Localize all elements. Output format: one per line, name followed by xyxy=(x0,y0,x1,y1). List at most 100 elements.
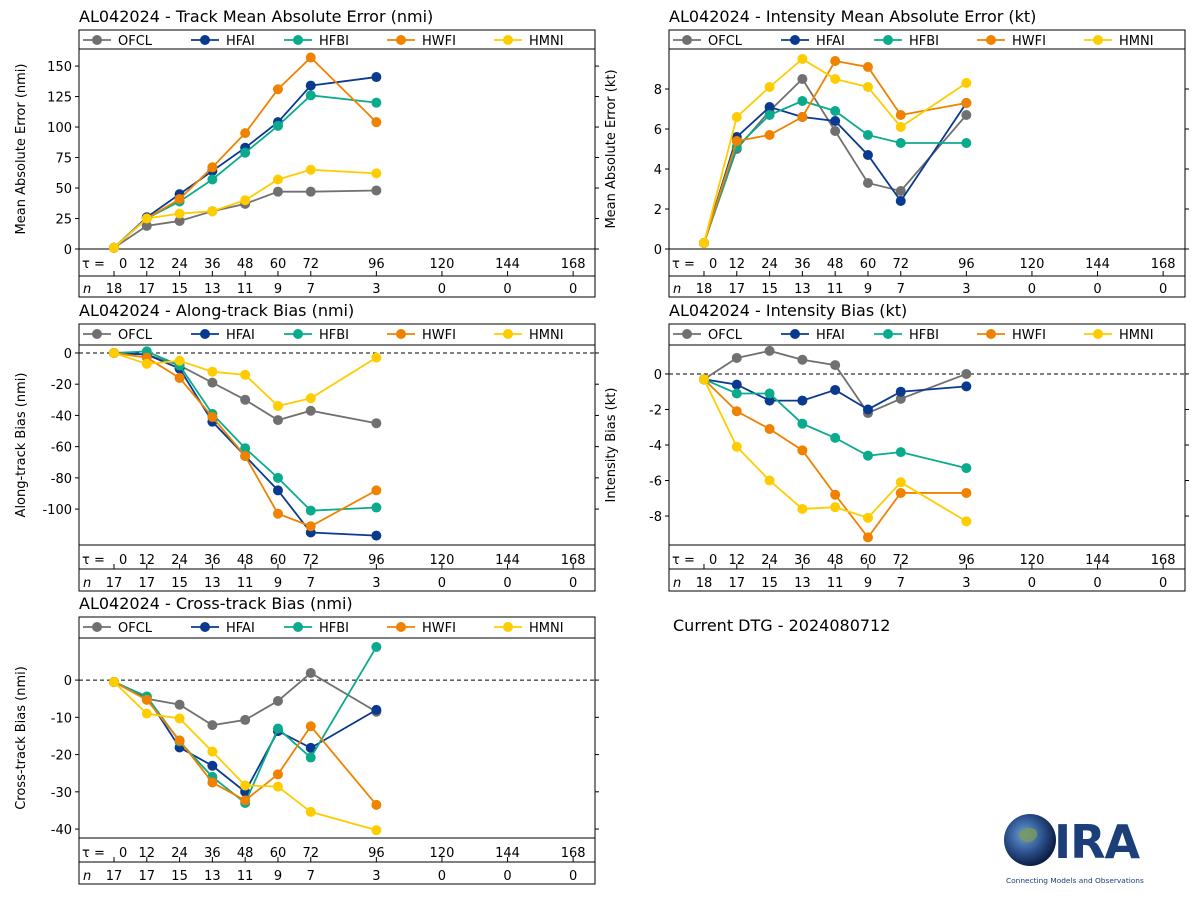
y-axis-label: Cross-track Bias (nmi) xyxy=(14,666,29,810)
tau-label: 0 xyxy=(119,257,127,272)
data-point-HFBI xyxy=(371,97,382,108)
legend-marker-HFAI xyxy=(200,329,210,339)
data-point-HMNI xyxy=(895,477,906,488)
legend-label-HFBI: HFBI xyxy=(319,328,349,343)
n-count: 15 xyxy=(171,869,188,884)
n-count: 0 xyxy=(569,869,577,884)
data-point-HMNI xyxy=(371,352,382,363)
n-count: 0 xyxy=(1093,576,1101,591)
series-line-HMNI xyxy=(703,57,967,244)
chart-panel-0: AL042024 - Track Mean Absolute Error (nm… xyxy=(14,7,599,298)
n-count: 17 xyxy=(139,869,156,884)
y-tick-label: 25 xyxy=(55,213,72,228)
data-point-HFBI xyxy=(371,641,382,652)
data-point-HWFI xyxy=(371,485,382,496)
tau-label: 60 xyxy=(270,553,287,568)
y-tick-label: 0 xyxy=(64,674,72,689)
n-count: 0 xyxy=(1028,282,1036,297)
tau-label: 144 xyxy=(495,846,520,861)
n-count: 13 xyxy=(794,576,811,591)
n-count: 9 xyxy=(274,282,282,297)
data-point-HWFI xyxy=(174,194,185,204)
data-point-HWFI xyxy=(764,130,775,140)
legend-marker-HMNI xyxy=(503,35,513,45)
n-count: 0 xyxy=(438,282,446,297)
n-count: 18 xyxy=(106,282,123,297)
legend-label-HMNI: HMNI xyxy=(529,328,564,343)
tau-label: 120 xyxy=(430,257,455,272)
data-point-HWFI xyxy=(830,489,841,500)
data-point-HWFI xyxy=(305,521,316,532)
legend-label-HWFI: HWFI xyxy=(1012,34,1046,49)
tau-label: 48 xyxy=(827,257,844,272)
tau-label: 72 xyxy=(302,846,319,861)
data-point-HFBI xyxy=(961,463,972,474)
n-count: 18 xyxy=(696,576,713,591)
y-tick-label: 0 xyxy=(654,243,662,258)
y-tick-label: 4 xyxy=(654,163,662,178)
tau-label: 168 xyxy=(561,553,586,568)
tau-label: 0 xyxy=(119,846,127,861)
series-line-HMNI xyxy=(113,352,377,408)
legend-label-HFBI: HFBI xyxy=(909,34,939,49)
legend-label-HWFI: HWFI xyxy=(422,328,456,343)
tau-label: 36 xyxy=(794,257,811,272)
data-point-HMNI xyxy=(207,206,218,217)
data-point-HFBI xyxy=(240,147,251,158)
n-count: 11 xyxy=(237,282,254,297)
y-axis-label: Along-track Bias (nmi) xyxy=(14,373,29,518)
legend-marker-HWFI xyxy=(396,329,406,339)
legend-marker-HFAI xyxy=(790,329,800,339)
data-point-HFBI xyxy=(862,450,873,461)
legend-marker-HWFI xyxy=(396,622,406,632)
tau-label: 72 xyxy=(892,257,909,272)
n-count: 15 xyxy=(761,282,778,297)
data-point-HMNI xyxy=(108,347,119,358)
tau-label: 36 xyxy=(204,257,221,272)
y-axis-label: Mean Absolute Error (nmi) xyxy=(14,64,29,235)
data-point-OFCL xyxy=(961,368,972,379)
series-line-HFBI xyxy=(113,646,378,805)
data-point-HMNI xyxy=(272,781,283,792)
data-point-OFCL xyxy=(305,405,316,416)
tau-label: 120 xyxy=(430,846,455,861)
legend-label-OFCL: OFCL xyxy=(118,328,153,343)
y-tick-label: 0 xyxy=(654,368,662,383)
y-axis-label: Mean Absolute Error (kt) xyxy=(604,69,619,228)
tau-label: 36 xyxy=(204,553,221,568)
y-tick-label: -60 xyxy=(51,441,72,456)
legend-marker-OFCL xyxy=(682,35,692,45)
tau-prefix-label: τ = xyxy=(672,553,695,568)
data-point-HWFI xyxy=(141,694,152,705)
data-point-OFCL xyxy=(240,714,251,725)
tau-label: 60 xyxy=(860,553,877,568)
chart-panel-3: AL042024 - Intensity Bias (kt) Intensity … xyxy=(604,301,1189,592)
data-point-HMNI xyxy=(174,713,185,724)
tau-label: 120 xyxy=(1020,553,1045,568)
data-point-HFBI xyxy=(895,447,906,458)
data-point-OFCL xyxy=(371,185,382,196)
tau-label: 0 xyxy=(119,553,127,568)
legend-label-HFAI: HFAI xyxy=(816,34,845,49)
tau-label: 144 xyxy=(1085,257,1110,272)
tau-label: 36 xyxy=(794,553,811,568)
data-point-HFBI xyxy=(961,138,972,148)
chart-title: AL042024 - Track Mean Absolute Error (nm… xyxy=(79,7,433,26)
cira-logo: IRA Connecting Models and Observations xyxy=(1004,814,1144,885)
n-count: 13 xyxy=(794,282,811,297)
data-point-HMNI xyxy=(240,195,251,206)
data-point-HWFI xyxy=(797,445,808,456)
data-point-HMNI xyxy=(830,74,841,84)
tau-prefix-label: τ = xyxy=(82,257,105,272)
legend-label-HFBI: HFBI xyxy=(319,621,349,636)
data-point-HMNI xyxy=(240,369,251,380)
n-count: 3 xyxy=(962,282,970,297)
data-point-HMNI xyxy=(895,122,906,132)
legend-label-OFCL: OFCL xyxy=(708,34,743,49)
data-point-HWFI xyxy=(862,532,873,543)
data-point-HWFI xyxy=(272,769,283,780)
legend-marker-HFBI xyxy=(293,329,303,339)
data-point-HWFI xyxy=(895,110,906,120)
n-count: 13 xyxy=(204,282,221,297)
tau-prefix-label: τ = xyxy=(82,846,105,861)
